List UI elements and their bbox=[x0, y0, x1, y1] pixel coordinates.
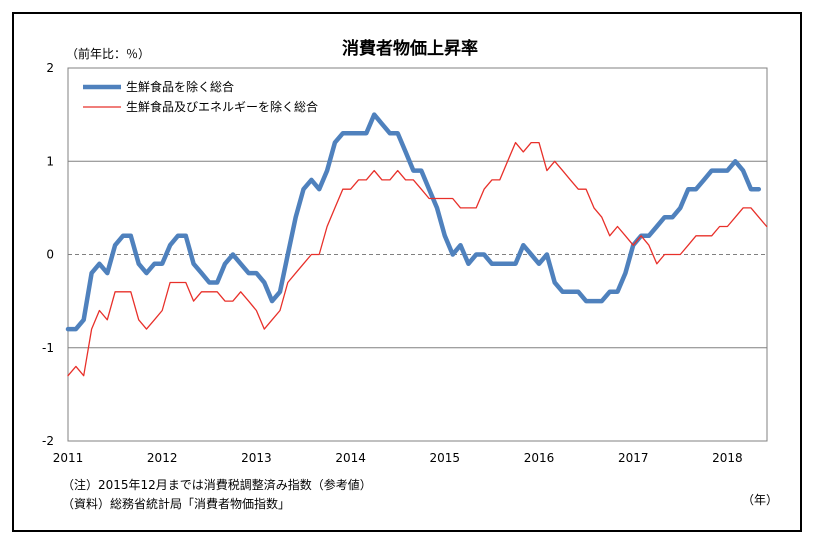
plot-area bbox=[67, 67, 768, 442]
x-axis-label: （年） bbox=[742, 493, 778, 507]
legend-label: 生鮮食品を除く総合 bbox=[126, 79, 234, 94]
note-consumption-tax: （注）2015年12月までは消費税調整済み指数（参考値） bbox=[62, 478, 372, 492]
x-tick-label: 2017 bbox=[618, 451, 649, 465]
x-tick-label: 2016 bbox=[524, 451, 555, 465]
x-tick-label: 2018 bbox=[712, 451, 743, 465]
y-tick-label: 2 bbox=[46, 61, 54, 75]
chart-title: 消費者物価上昇率 bbox=[342, 38, 478, 59]
x-tick-label: 2014 bbox=[335, 451, 366, 465]
x-tick-label: 2015 bbox=[430, 451, 461, 465]
series-line-core-core-cpi bbox=[67, 141, 768, 377]
legend-label: 生鮮食品及びエネルギーを除く総合 bbox=[126, 99, 318, 114]
y-axis-label: （前年比：％） bbox=[66, 46, 150, 61]
y-tick-label: 1 bbox=[46, 154, 54, 168]
y-tick-label: -1 bbox=[42, 341, 54, 355]
y-tick-label: 0 bbox=[46, 248, 54, 262]
y-tick-label: -2 bbox=[42, 434, 54, 448]
x-tick-label: 2012 bbox=[147, 451, 178, 465]
series-line-core-cpi bbox=[65, 112, 762, 332]
x-tick-label: 2011 bbox=[53, 451, 84, 465]
note-source: （資料）総務省統計局「消費者物価指数」 bbox=[62, 497, 291, 511]
chart-frame bbox=[12, 12, 802, 532]
x-tick-label: 2013 bbox=[241, 451, 272, 465]
